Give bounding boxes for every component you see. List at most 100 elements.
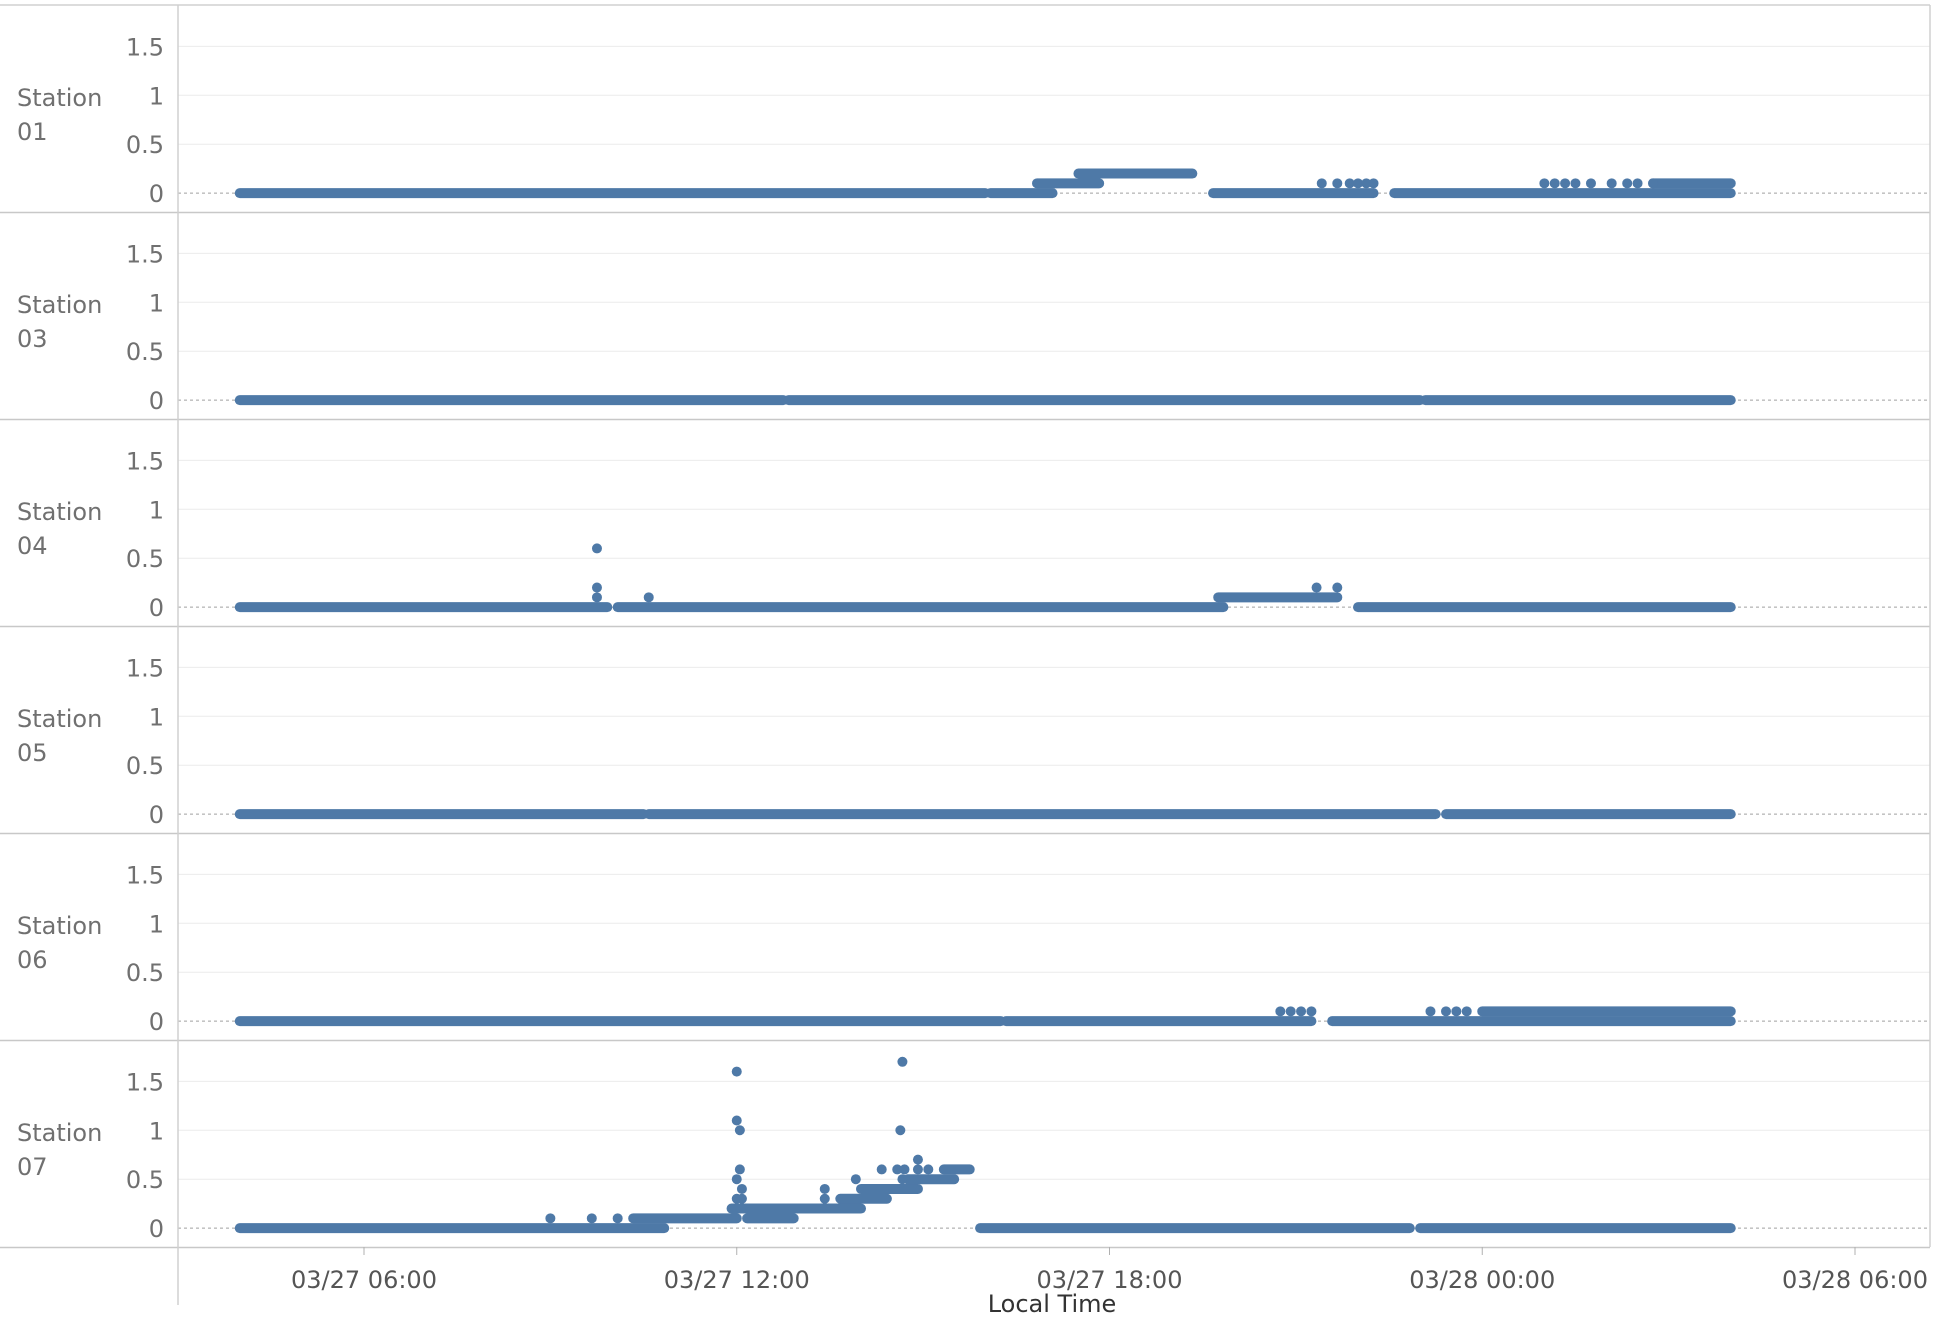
y-tick-label: 0.5 [126,338,164,366]
y-tick-label: 1.5 [126,861,164,889]
panels-layer: 1.510.50Station011.510.50Station031.510.… [0,4,1931,1305]
data-point [731,1174,742,1185]
y-tick-label: 0.5 [126,959,164,987]
y-tick-label: 0.5 [126,545,164,573]
data-point [1306,1006,1317,1017]
data-point [912,1154,923,1165]
data-point [1275,1006,1286,1017]
data-point [1316,178,1327,189]
y-tick-label: 1 [149,703,164,731]
station-number: 07 [17,1153,48,1181]
y-tick-label: 1 [149,496,164,524]
data-point [586,1213,597,1224]
y-tick-label: 0.5 [126,131,164,159]
data-point [850,1174,861,1185]
data-point [876,1164,887,1175]
station-number: 03 [17,325,48,353]
data-point [1632,178,1643,189]
y-tick-label: 0 [149,801,164,829]
data-point [1549,178,1560,189]
data-point [736,1193,747,1204]
data-point [1585,178,1596,189]
x-axis-title: Local Time [988,1290,1117,1318]
data-point [1285,1006,1296,1017]
data-point [1441,1006,1452,1017]
y-tick-label: 1 [149,289,164,317]
y-tick-label: 0 [149,387,164,415]
y-tick-label: 1.5 [126,447,164,475]
station-label: Station [17,498,102,526]
y-tick-label: 0 [149,1215,164,1243]
x-tick-label: 03/27 18:00 [1037,1266,1183,1294]
data-point [1296,1006,1307,1017]
data-point [1461,1006,1472,1017]
station-number: 05 [17,739,48,767]
data-point [1311,582,1322,593]
station-label: Station [17,912,102,940]
data-point [897,1174,908,1185]
station-label: Station [17,84,102,112]
data-point [731,1066,742,1077]
data-point [1570,178,1581,189]
data-point [912,1164,923,1175]
data-point [1539,178,1550,189]
data-point [899,1164,910,1175]
y-tick-label: 1.5 [126,654,164,682]
y-tick-label: 1.5 [126,1068,164,1096]
data-point [734,1125,745,1136]
station-number: 04 [17,532,48,560]
data-point [819,1193,830,1204]
data-point [591,592,602,603]
data-point [545,1213,556,1224]
data-point [1332,582,1343,593]
y-tick-label: 1 [149,910,164,938]
data-point [897,1056,908,1067]
data-point [1361,178,1372,189]
station-label: Station [17,1119,102,1147]
data-point [1353,178,1363,189]
y-tick-label: 0 [149,594,164,622]
panel-station-07: 1.5 1 0.5 0 Station 07 [0,1056,1930,1249]
data-point [1368,178,1379,189]
data-point [731,1115,742,1126]
panel-station-05: 1.5 1 0.5 0 Station 05 [0,654,1930,835]
data-point [1648,178,1659,189]
y-tick-label: 0 [149,180,164,208]
data-point [736,1183,747,1194]
panel-station-06: 1.5 1 0.5 0 Station 06 [0,861,1930,1042]
y-tick-label: 0.5 [126,1166,164,1194]
station-label: Station [17,705,102,733]
data-point [1622,178,1633,189]
x-tick-label: 03/27 06:00 [291,1266,437,1294]
data-point [1332,178,1343,189]
data-point [1425,1006,1436,1017]
panel-station-03: 1.5 1 0.5 0 Station 03 [0,240,1930,421]
data-point [591,582,602,593]
y-tick-label: 1 [149,82,164,110]
x-axis: 03/27 06:00 03/27 12:00 03/27 18:00 03/28 0… [291,1247,1928,1294]
data-point [819,1183,830,1194]
y-tick-label: 1.5 [126,33,164,61]
x-tick-label: 03/28 06:00 [1782,1266,1928,1294]
data-point [643,592,654,603]
data-point [1451,1006,1462,1017]
station-number: 01 [17,118,48,146]
station-number: 06 [17,946,48,974]
data-point [892,1164,903,1175]
data-point [1560,178,1571,189]
x-tick-label: 03/28 00:00 [1409,1266,1555,1294]
data-point [734,1164,745,1175]
panel-station-01: 1.5 1 0.5 0 Station 01 [0,33,1930,214]
x-tick-label: 03/27 12:00 [664,1266,810,1294]
y-tick-label: 0.5 [126,752,164,780]
panel-station-04: 1.5 1 0.5 0 Station 04 [0,447,1930,628]
station-label: Station [17,291,102,319]
data-point [591,543,602,554]
data-point [612,1213,623,1224]
y-tick-label: 1.5 [126,240,164,268]
data-point [895,1125,906,1136]
data-point [1344,178,1355,189]
data-point [923,1164,934,1175]
